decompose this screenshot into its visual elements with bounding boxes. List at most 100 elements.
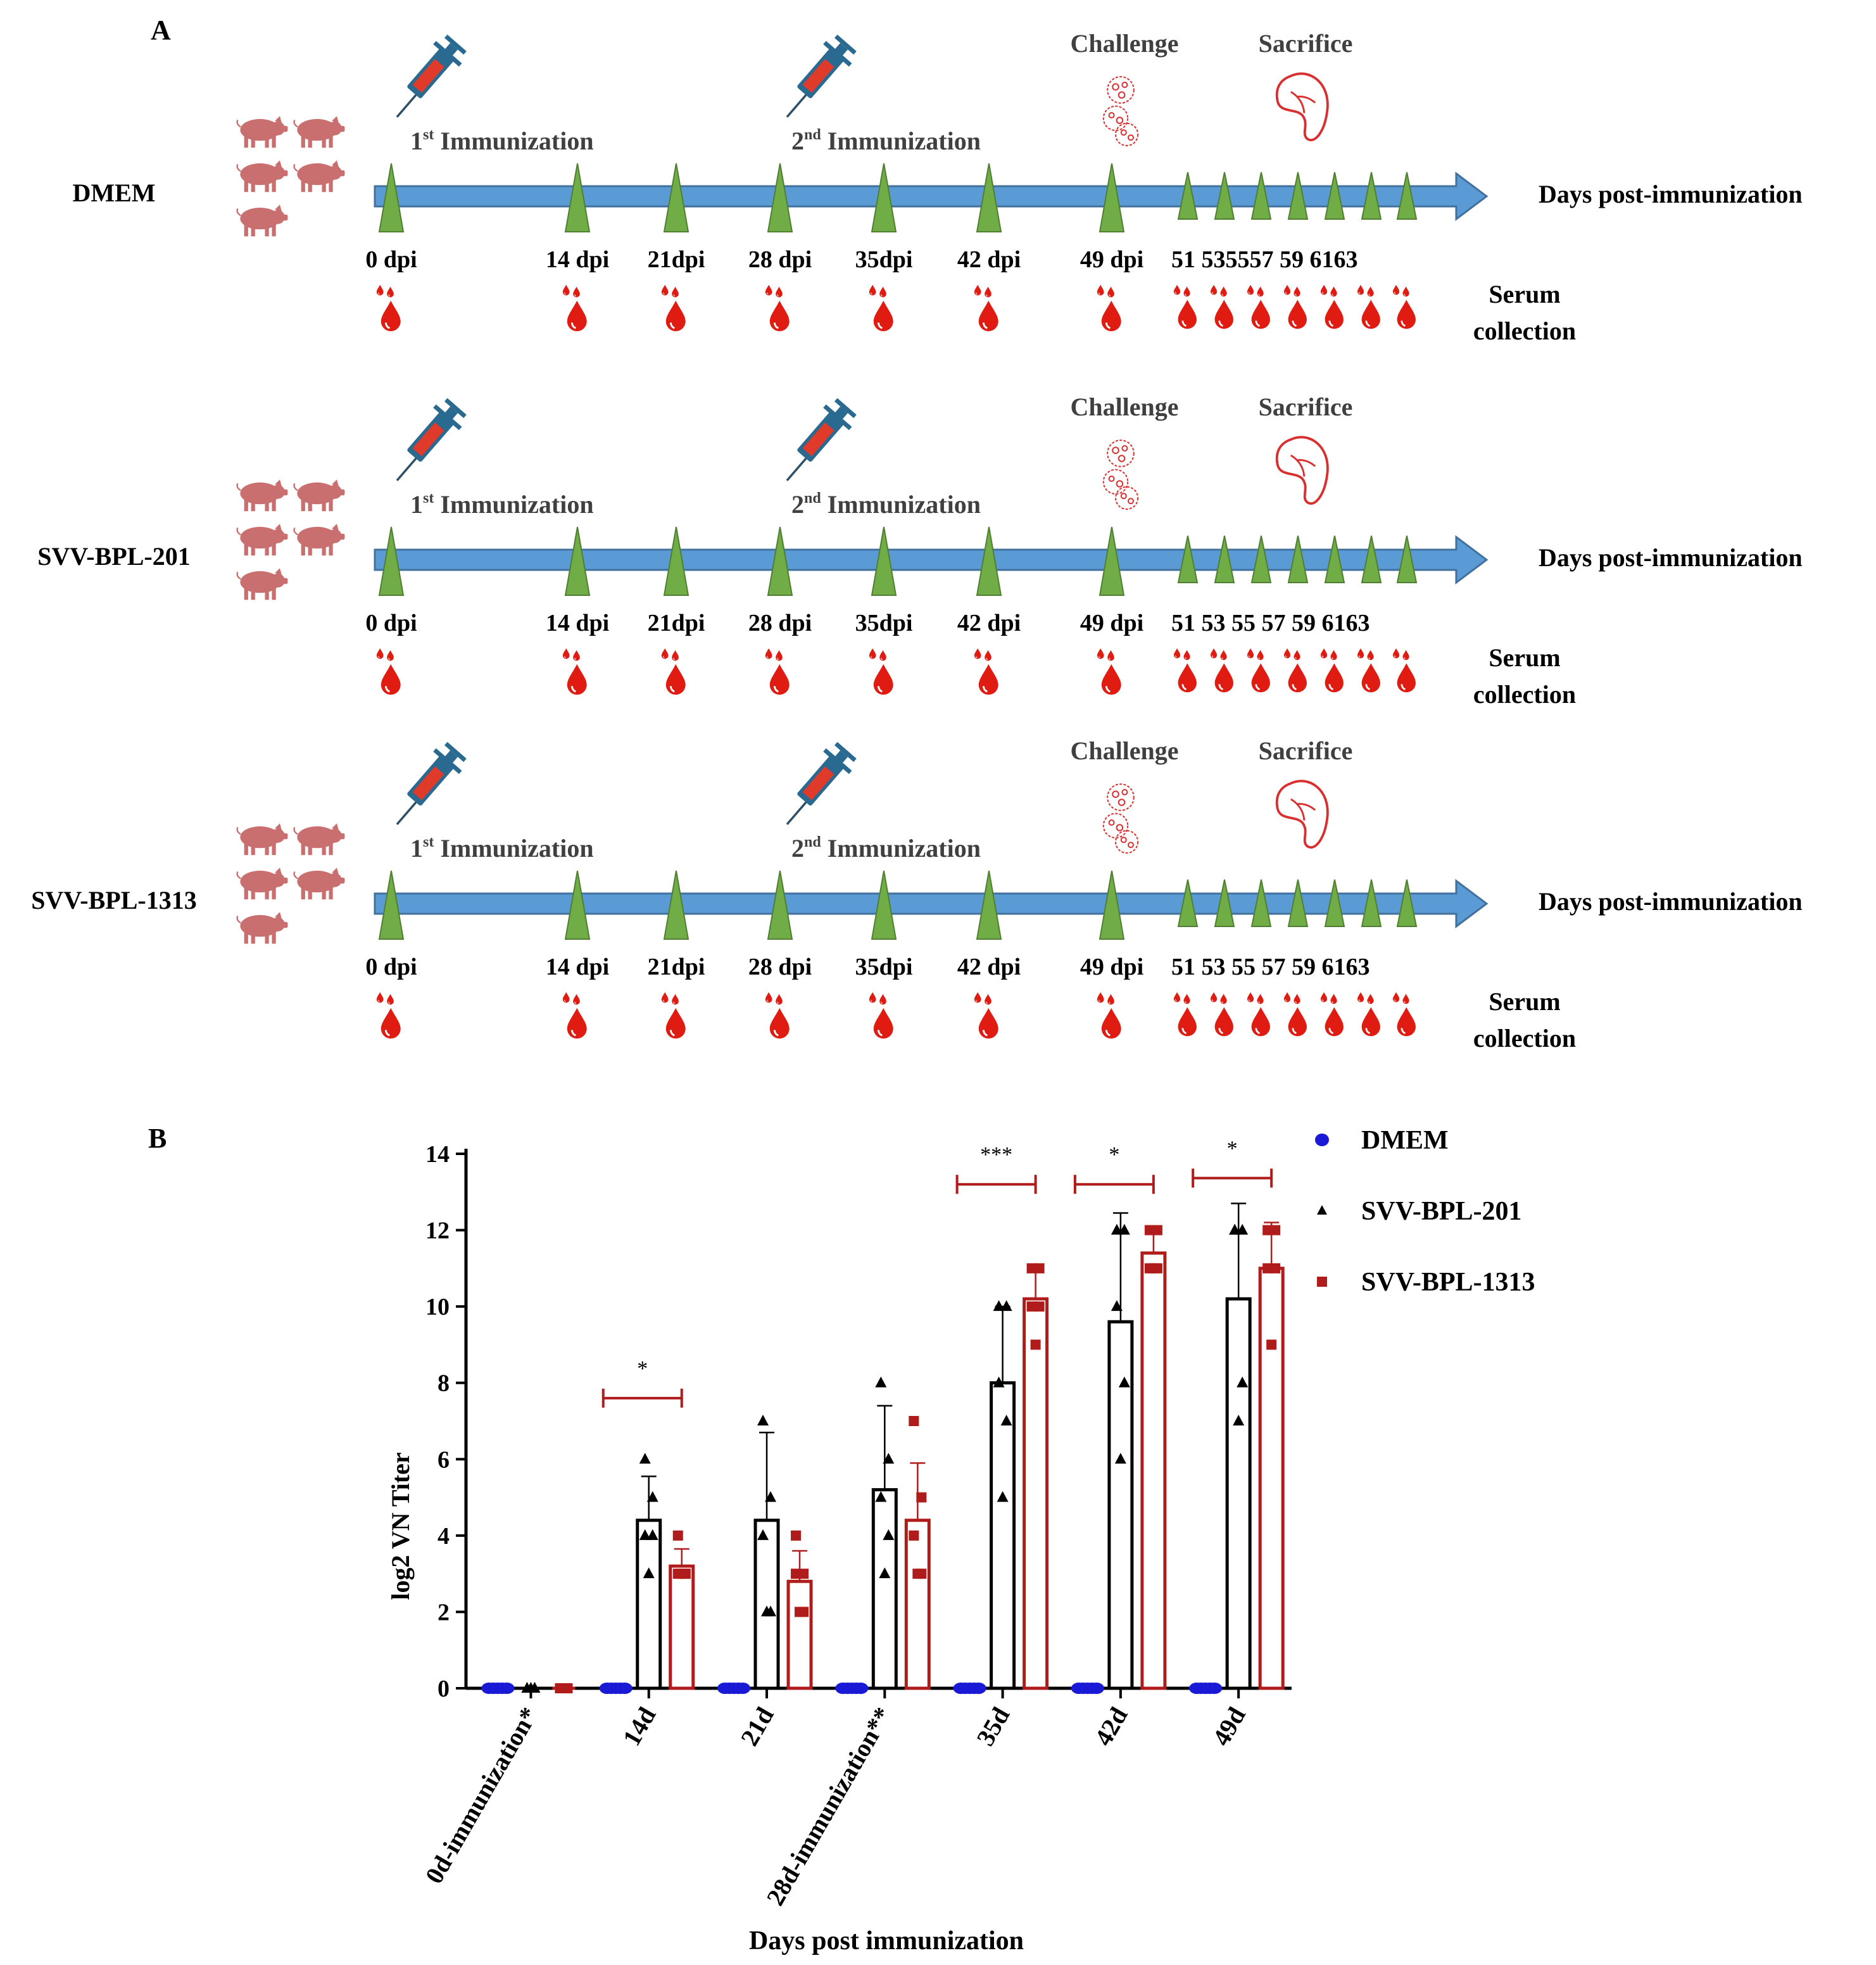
blood-drop-icon xyxy=(1393,992,1416,1037)
pig-icon xyxy=(293,159,346,193)
day-label: 28 dpi xyxy=(748,610,812,636)
data-point xyxy=(1262,1225,1273,1235)
data-point xyxy=(1207,1683,1223,1694)
pig-icon xyxy=(293,115,346,149)
blood-drop-icon xyxy=(1357,992,1380,1037)
bar xyxy=(990,1381,1016,1690)
blood-drop-icon xyxy=(1211,648,1233,693)
legend-label: DMEM xyxy=(1361,1126,1449,1155)
timepoint-marker xyxy=(767,526,793,596)
blood-drop-icon xyxy=(1211,992,1233,1037)
timepoint-marker xyxy=(1396,172,1418,220)
serum-label: collection xyxy=(1473,680,1576,709)
timepoint-marker xyxy=(663,870,689,940)
data-point xyxy=(1000,1300,1012,1311)
day-label: 35dpi xyxy=(855,246,913,273)
data-point xyxy=(909,1530,919,1541)
timeline-svv-bpl-201: SVV-BPL-201 Days post-immunization 0 dpi 14… xyxy=(37,393,1802,709)
data-point xyxy=(672,1530,683,1541)
day-label: 49 dpi xyxy=(1080,246,1143,273)
group-label: SVV-BPL-201 xyxy=(37,542,190,571)
significance-label: *** xyxy=(980,1143,1012,1166)
x-axis-label: Days post immunization xyxy=(749,1926,1024,1956)
immunization-1-label: 1st Immunization xyxy=(410,490,594,519)
data-point xyxy=(521,1682,533,1693)
blood-drop-icon xyxy=(377,285,401,331)
legend-marker xyxy=(1315,1134,1329,1146)
timeline-arrow xyxy=(374,535,1489,584)
data-point xyxy=(1237,1223,1249,1235)
immunization-2-label: 2nd Immunization xyxy=(791,834,981,862)
blood-drop-icon xyxy=(869,285,893,331)
timeline-dmem: DMEM Days post-immunization 0 dpi 14 dpi 21d… xyxy=(72,29,1802,345)
data-point xyxy=(646,1491,658,1502)
blood-drop-icon xyxy=(662,285,686,331)
timeline-arrow xyxy=(374,879,1489,928)
blood-drop-icon xyxy=(563,648,587,695)
pig-icon xyxy=(293,478,346,512)
timepoint-marker xyxy=(1214,172,1235,220)
timepoint-marker xyxy=(378,163,405,232)
axis-label: Days post-immunization xyxy=(1539,543,1803,572)
axis-label: Days post-immunization xyxy=(1539,180,1803,208)
timepoint-marker xyxy=(1361,879,1382,927)
blood-drop-icon xyxy=(1393,285,1416,329)
blood-drop-icon xyxy=(1097,648,1121,695)
data-point xyxy=(997,1491,1009,1502)
blood-drop-icon xyxy=(1393,648,1416,693)
pig-icon xyxy=(236,567,289,601)
y-tick-label: 2 xyxy=(438,1599,450,1626)
virus-icon xyxy=(1102,783,1139,854)
day-label: 28 dpi xyxy=(748,246,812,273)
blood-drop-icon xyxy=(1174,285,1197,329)
data-point xyxy=(555,1683,565,1693)
data-point xyxy=(1118,1223,1130,1235)
data-point xyxy=(765,1491,777,1502)
data-point xyxy=(879,1567,891,1579)
y-axis-label: log2 VN Titer xyxy=(386,1452,415,1600)
timepoint-marker xyxy=(1099,163,1125,232)
data-point xyxy=(916,1492,927,1503)
pig-icon xyxy=(293,522,346,557)
bar xyxy=(669,1564,695,1690)
day-label: 28 dpi xyxy=(748,954,812,980)
virus-icon xyxy=(1102,439,1139,510)
data-point xyxy=(909,1416,919,1426)
immunization-1-label: 1st Immunization xyxy=(410,127,594,155)
data-point xyxy=(646,1529,658,1540)
serum-label: collection xyxy=(1473,1024,1576,1052)
sacrifice-label: Sacrifice xyxy=(1259,29,1353,58)
pig-group-icon xyxy=(236,478,346,601)
chart-marks: 0 2 4 6 8 10 12 14 0d-immunization* 14d 21d28d-imm… xyxy=(420,1137,1292,1911)
data-point xyxy=(875,1491,887,1502)
legend: DMEM SVV-BPL-201 SVV-BPL-1313 xyxy=(1315,1126,1535,1297)
organ-icon xyxy=(1275,72,1329,142)
day-label: 49 dpi xyxy=(1080,610,1143,636)
pig-icon xyxy=(293,822,346,856)
bar xyxy=(904,1519,931,1690)
data-point xyxy=(875,1376,887,1387)
data-point xyxy=(883,1529,895,1540)
y-tick-label: 8 xyxy=(438,1370,450,1397)
data-point xyxy=(1111,1223,1123,1235)
timeline-arrow xyxy=(374,172,1489,221)
legend-marker xyxy=(1317,1277,1327,1287)
blood-drop-icon xyxy=(974,285,998,331)
timepoint-marker xyxy=(564,526,591,596)
blood-drop-icon xyxy=(563,285,587,331)
day-label: 42 dpi xyxy=(957,246,1021,273)
timepoint-marker xyxy=(976,870,1002,940)
data-point xyxy=(791,1530,802,1541)
syringe-icon xyxy=(396,33,470,118)
data-point xyxy=(916,1569,927,1579)
blood-drop-icon xyxy=(1247,992,1270,1037)
sacrifice-label: Sacrifice xyxy=(1259,393,1353,421)
y-tick-label: 14 xyxy=(425,1141,450,1168)
bar xyxy=(1023,1297,1049,1690)
late-day-labels: 51 53 55 57 59 6163 xyxy=(1171,954,1370,980)
data-point xyxy=(757,1415,769,1425)
blood-drop-icon xyxy=(974,648,998,695)
pig-icon xyxy=(236,115,289,149)
day-label: 21dpi xyxy=(648,610,705,636)
panel-a-label: A xyxy=(151,15,171,46)
